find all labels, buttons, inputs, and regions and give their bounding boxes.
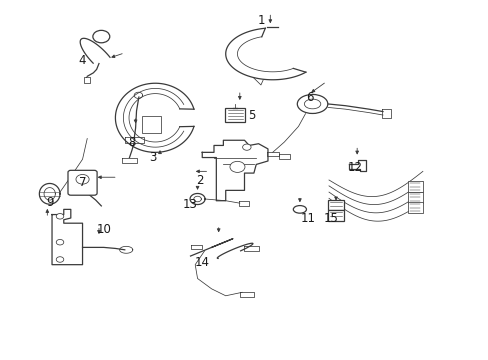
Polygon shape xyxy=(40,184,60,204)
Text: 5: 5 xyxy=(247,108,255,122)
Circle shape xyxy=(229,161,244,172)
Circle shape xyxy=(76,175,89,184)
Text: 3: 3 xyxy=(149,151,156,164)
Text: 14: 14 xyxy=(194,256,209,269)
Polygon shape xyxy=(120,246,133,253)
Circle shape xyxy=(56,257,63,262)
Text: 10: 10 xyxy=(96,222,111,235)
Polygon shape xyxy=(190,193,204,204)
Polygon shape xyxy=(278,154,289,158)
Bar xyxy=(407,192,422,203)
FancyBboxPatch shape xyxy=(224,108,245,122)
Circle shape xyxy=(56,213,63,219)
Polygon shape xyxy=(202,140,267,201)
Text: 13: 13 xyxy=(183,198,198,211)
Text: 4: 4 xyxy=(79,54,86,67)
FancyBboxPatch shape xyxy=(68,170,97,195)
Bar xyxy=(407,202,422,213)
Polygon shape xyxy=(244,246,258,251)
Text: 6: 6 xyxy=(306,91,313,104)
Ellipse shape xyxy=(297,94,327,113)
Text: 15: 15 xyxy=(323,212,338,225)
Polygon shape xyxy=(238,201,249,206)
Polygon shape xyxy=(348,160,365,171)
Text: 2: 2 xyxy=(196,174,203,186)
FancyBboxPatch shape xyxy=(327,200,344,210)
Circle shape xyxy=(242,144,250,150)
Polygon shape xyxy=(239,292,253,297)
Bar xyxy=(407,181,422,193)
Text: 9: 9 xyxy=(46,196,53,209)
Polygon shape xyxy=(121,158,137,163)
Bar xyxy=(142,116,161,133)
Ellipse shape xyxy=(304,99,320,109)
Circle shape xyxy=(56,239,63,245)
Circle shape xyxy=(93,30,109,43)
Polygon shape xyxy=(124,137,143,143)
Text: 12: 12 xyxy=(346,161,362,174)
Text: 8: 8 xyxy=(128,136,135,149)
Ellipse shape xyxy=(293,206,306,213)
Polygon shape xyxy=(190,245,202,249)
Polygon shape xyxy=(52,210,82,265)
Text: 7: 7 xyxy=(79,176,86,189)
Polygon shape xyxy=(266,152,278,157)
FancyBboxPatch shape xyxy=(327,210,344,221)
Text: 1: 1 xyxy=(257,14,264,27)
Polygon shape xyxy=(381,109,390,118)
Text: 11: 11 xyxy=(300,212,315,225)
